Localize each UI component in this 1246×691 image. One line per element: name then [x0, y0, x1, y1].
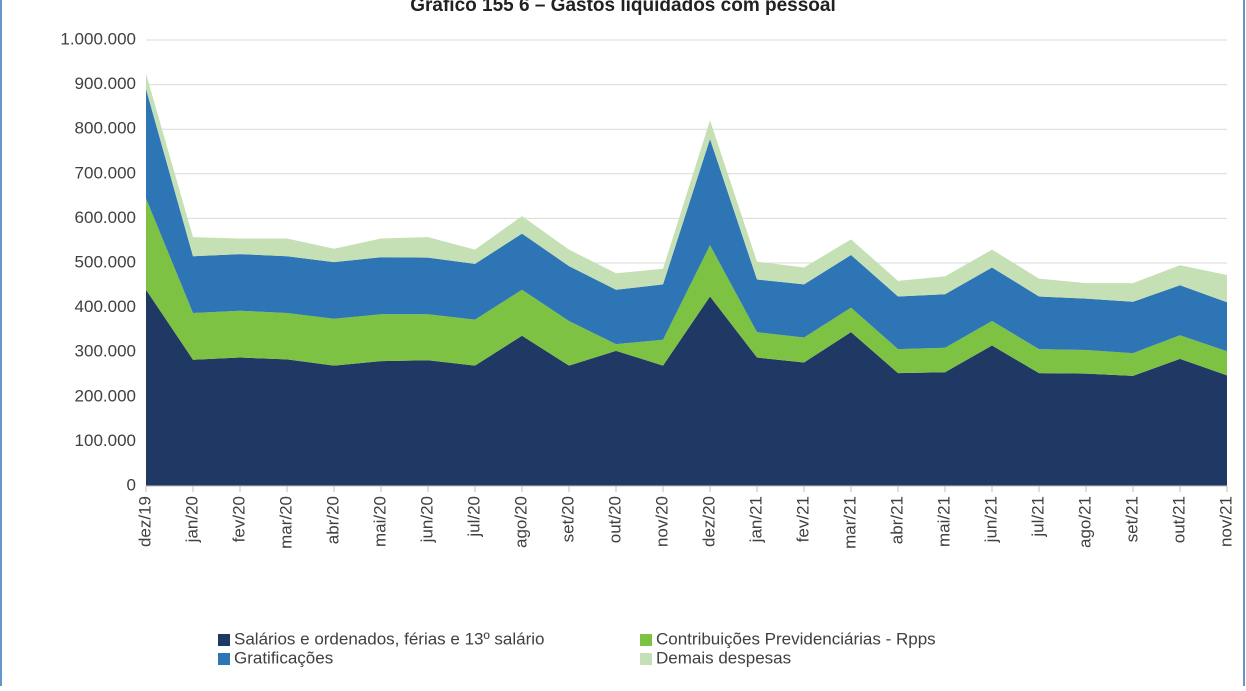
x-tick-label: jan/20	[182, 496, 201, 543]
chart-title: Gráfico 155 6 – Gastos liquidados com pe…	[410, 0, 836, 16]
x-tick-label: jul/21	[1028, 496, 1047, 538]
x-tick-label: abr/21	[887, 496, 906, 544]
legend-swatch	[218, 634, 230, 646]
x-tick-label: out/20	[605, 496, 624, 543]
y-tick-label: 100.000	[75, 431, 136, 450]
area	[146, 89, 1227, 354]
y-tick-label: 600.000	[75, 208, 136, 227]
x-tick-label: mai/20	[370, 496, 389, 547]
legend-swatch	[640, 634, 652, 646]
legend-label: Gratificações	[234, 648, 333, 667]
x-tick-label: jul/20	[464, 496, 483, 538]
x-tick-label: mar/21	[840, 496, 859, 549]
y-tick-label: 400.000	[75, 297, 136, 316]
area	[146, 198, 1227, 376]
x-tick-label: dez/19	[135, 496, 154, 547]
y-tick-label: 1.000.000	[60, 29, 136, 48]
x-tick-label: ago/21	[1075, 496, 1094, 548]
y-tick-label: 500.000	[75, 252, 136, 271]
y-tick-label: 300.000	[75, 342, 136, 361]
legend-label: Contribuições Previdenciárias - Rpps	[656, 629, 936, 648]
y-tick-label: 200.000	[75, 386, 136, 405]
x-tick-label: nov/21	[1216, 496, 1235, 547]
x-tick-label: set/21	[1122, 496, 1141, 542]
y-tick-label: 800.000	[75, 119, 136, 138]
x-tick-label: dez/20	[699, 496, 718, 547]
legend-label: Demais despesas	[656, 648, 791, 667]
x-tick-label: jun/20	[417, 496, 436, 543]
legend-swatch	[640, 653, 652, 665]
legend-label: Salários e ordenados, férias e 13º salár…	[234, 629, 545, 648]
y-tick-label: 0	[127, 475, 136, 494]
area	[146, 73, 1227, 303]
x-tick-label: jun/21	[981, 496, 1000, 543]
y-tick-label: 900.000	[75, 74, 136, 93]
x-tick-label: mai/21	[934, 496, 953, 547]
x-tick-label: fev/20	[229, 496, 248, 542]
x-tick-label: fev/21	[793, 496, 812, 542]
y-tick-label: 700.000	[75, 163, 136, 182]
x-tick-label: jan/21	[746, 496, 765, 543]
x-tick-label: ago/20	[511, 496, 530, 548]
x-tick-label: out/21	[1169, 496, 1188, 543]
legend-swatch	[218, 653, 230, 665]
x-tick-label: abr/20	[323, 496, 342, 544]
x-tick-label: nov/20	[652, 496, 671, 547]
x-tick-label: mar/20	[276, 496, 295, 549]
area	[146, 289, 1227, 486]
x-tick-label: set/20	[558, 496, 577, 542]
